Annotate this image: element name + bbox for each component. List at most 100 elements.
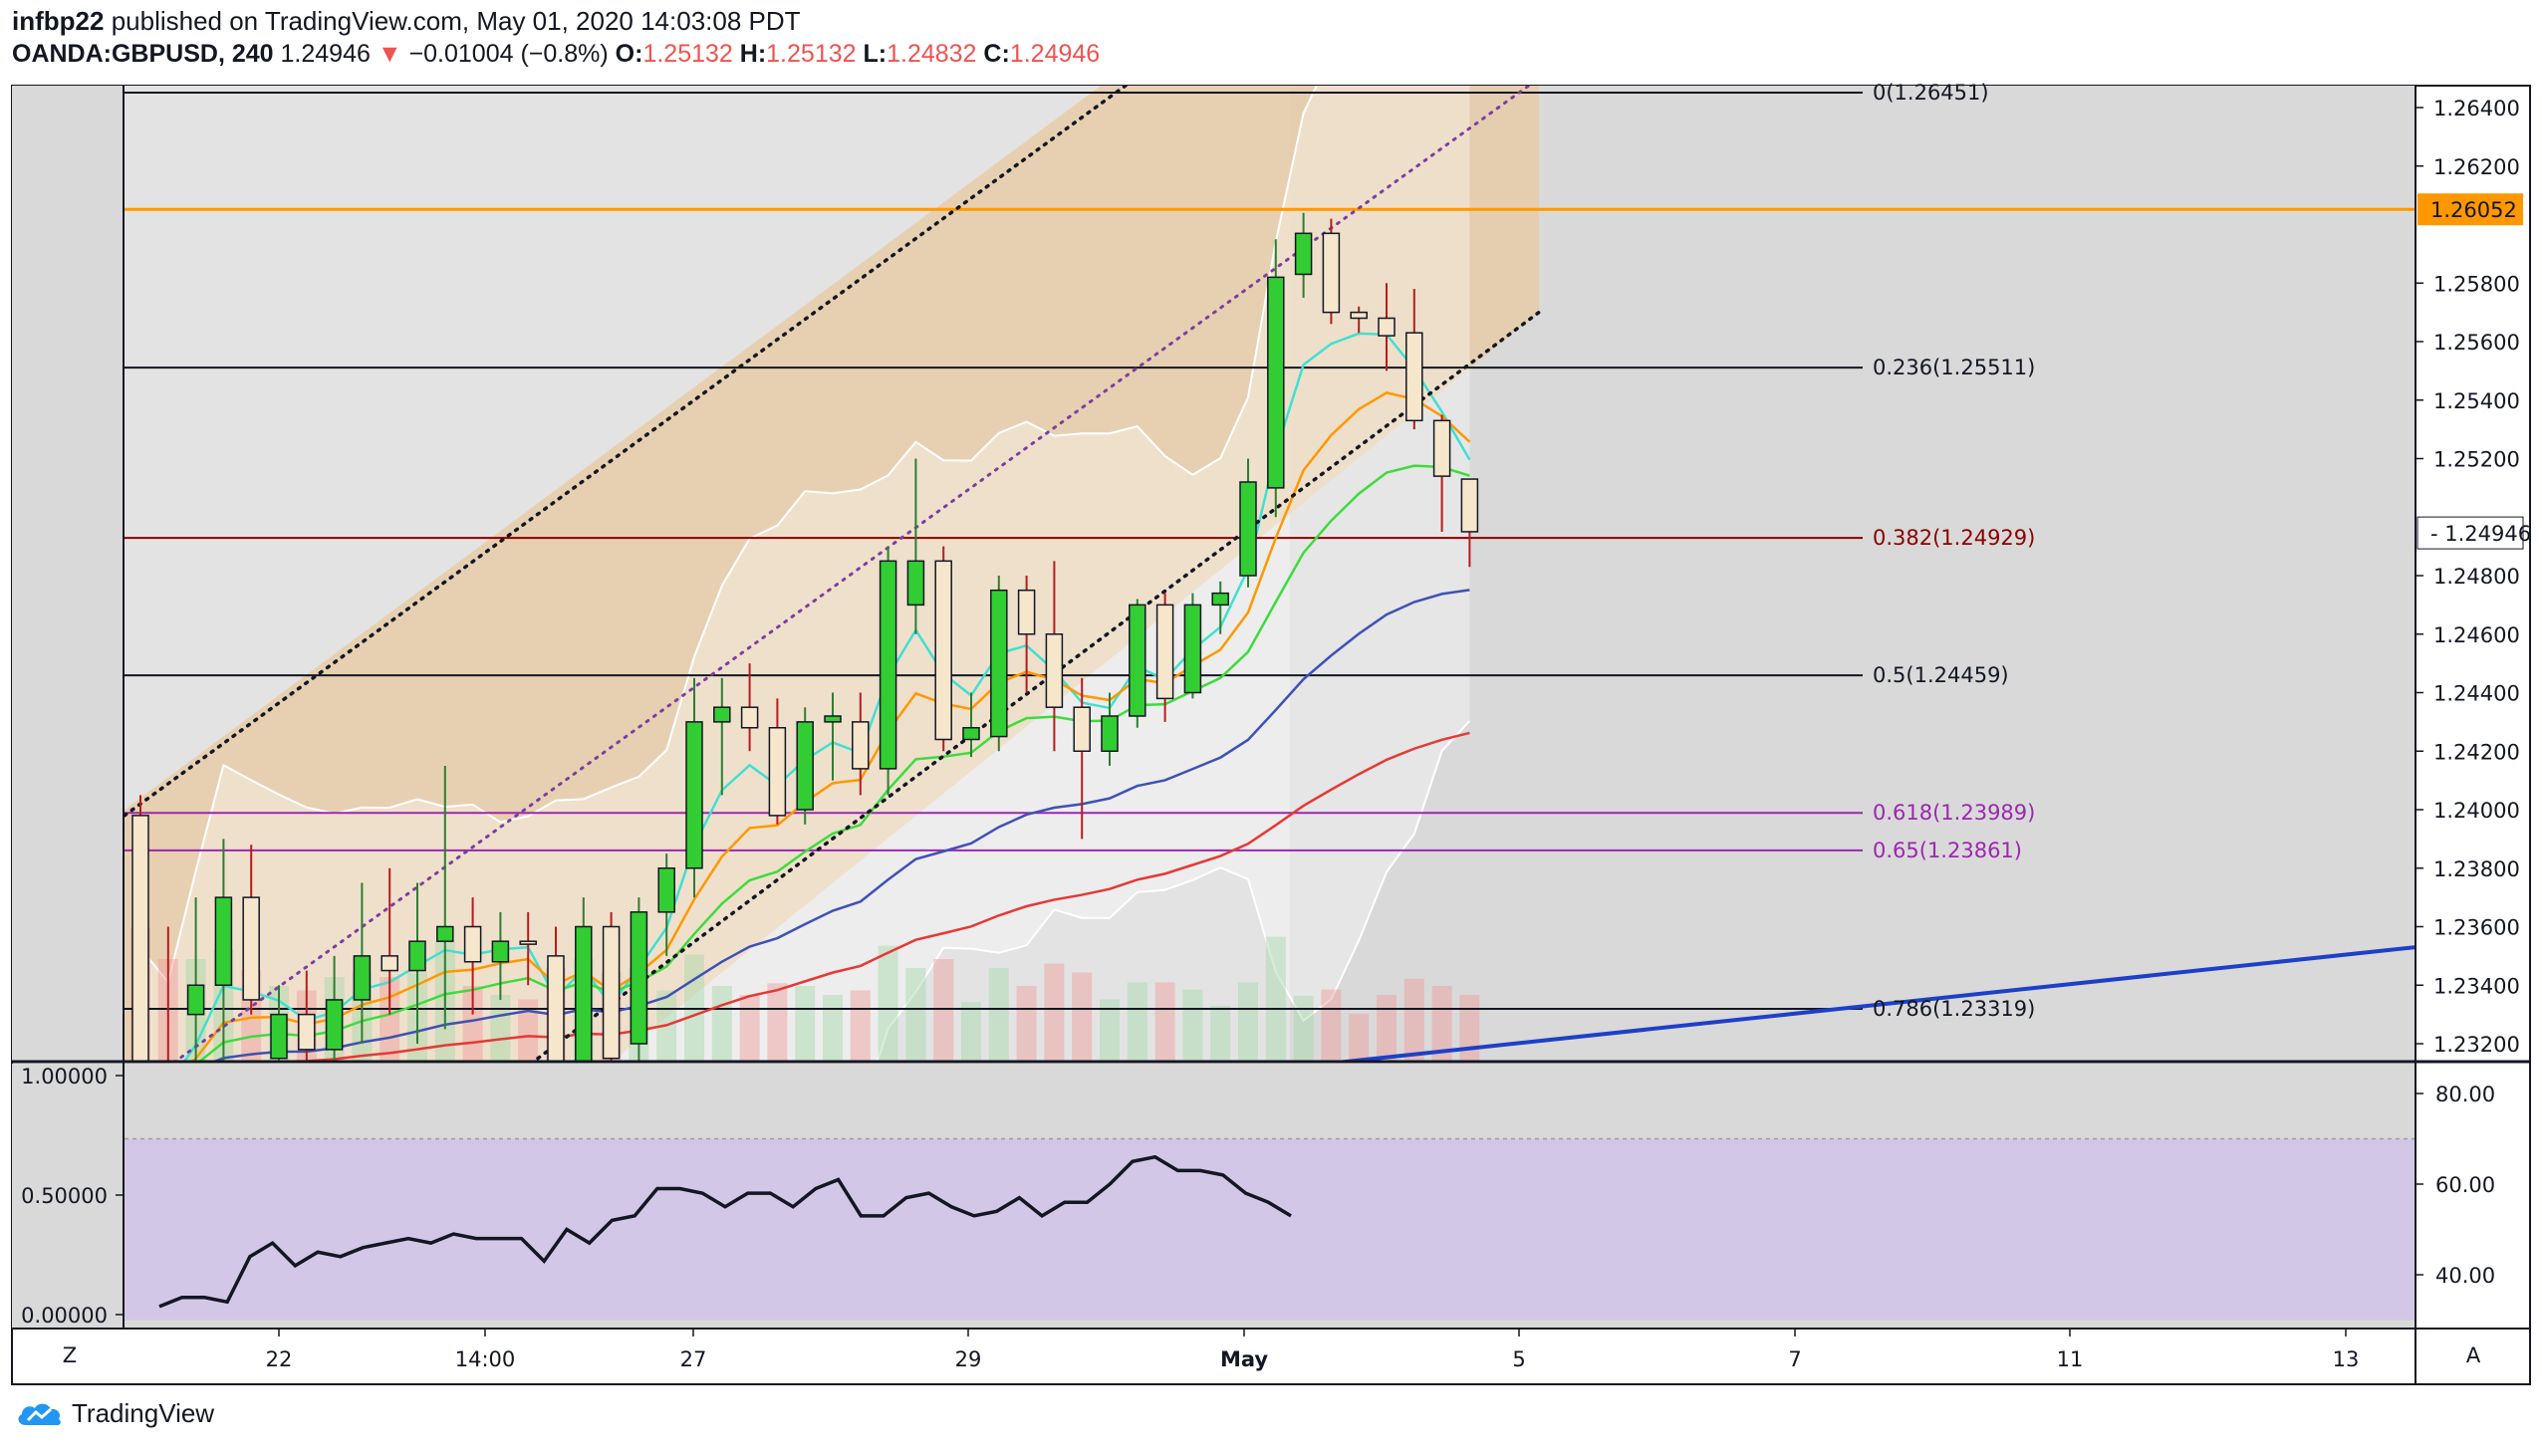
volume-bar: [1127, 982, 1147, 1062]
channel-lower-line[interactable]: [536, 310, 1541, 1061]
rsi-line[interactable]: [158, 1154, 1292, 1309]
candle-body: [242, 896, 260, 1001]
candle[interactable]: [1183, 593, 1202, 699]
candle[interactable]: [685, 677, 703, 898]
candle[interactable]: [1101, 692, 1119, 766]
price-tick-label: 1.25400: [2433, 389, 2520, 413]
candle[interactable]: [1405, 289, 1423, 430]
candle[interactable]: [547, 926, 565, 1102]
price-tick-label: 1.26200: [2433, 155, 2520, 179]
candle[interactable]: [160, 926, 176, 1132]
candle[interactable]: [768, 698, 787, 825]
candle[interactable]: [740, 663, 759, 752]
candle[interactable]: [1460, 478, 1479, 568]
auto-scale-left-button[interactable]: Z: [63, 1343, 77, 1367]
price-tick-label: 1.24800: [2433, 565, 2520, 589]
candle[interactable]: [1267, 239, 1285, 518]
last-price: 1.24946: [280, 40, 371, 68]
candle[interactable]: [1350, 306, 1368, 334]
volume-bar: [1072, 972, 1093, 1062]
blue-trend-line[interactable]: [1295, 945, 2415, 1067]
candle-body: [575, 925, 593, 1062]
candle[interactable]: [214, 839, 233, 1073]
candle[interactable]: [1045, 561, 1064, 752]
candle[interactable]: [436, 765, 454, 1030]
close-label: C:: [983, 40, 1010, 68]
candle[interactable]: [1211, 581, 1229, 634]
fib-level-label: 0.236(1.25511): [1873, 356, 2035, 379]
candle[interactable]: [852, 692, 870, 796]
price-tick-label: 1.24000: [2433, 799, 2520, 823]
channel-upper-line[interactable]: [125, 79, 1136, 818]
volume-bar: [933, 959, 954, 1062]
candle[interactable]: [575, 897, 593, 1102]
candle[interactable]: [381, 867, 398, 1015]
high-label: H:: [739, 40, 767, 68]
candle-body: [630, 911, 648, 1045]
time-tick-label: 14:00: [455, 1347, 516, 1371]
tradingview-cloud-icon: [18, 1403, 61, 1425]
candle[interactable]: [463, 897, 482, 1015]
candle[interactable]: [796, 707, 814, 825]
candle-body: [1432, 419, 1451, 477]
candle[interactable]: [713, 677, 731, 796]
candle[interactable]: [298, 970, 316, 1074]
publish-text: published on TradingView.com, May 01, 20…: [111, 6, 801, 36]
candle[interactable]: [325, 955, 344, 1102]
candle-body: [824, 715, 842, 723]
candle[interactable]: [1432, 414, 1451, 532]
candle-body: [768, 727, 787, 817]
price-tick-label: 1.23800: [2433, 857, 2520, 881]
candle-body: [602, 925, 621, 1060]
high-value: 1.25132: [766, 40, 857, 68]
candle[interactable]: [131, 795, 149, 1101]
candle[interactable]: [1073, 677, 1091, 840]
volume-bar: [518, 999, 539, 1062]
candle[interactable]: [602, 911, 621, 1074]
candle[interactable]: [962, 692, 980, 758]
candle-body: [1460, 478, 1479, 533]
time-tick-label: 5: [1512, 1347, 1525, 1371]
candle[interactable]: [1378, 283, 1396, 371]
fib-level-label: 0.786(1.23319): [1873, 997, 2035, 1021]
candle-body: [214, 896, 233, 986]
auto-scale-right-button[interactable]: A: [2466, 1343, 2481, 1367]
candle[interactable]: [990, 576, 1008, 752]
candle[interactable]: [879, 546, 897, 796]
candle[interactable]: [630, 897, 648, 1073]
volume-bar: [905, 968, 926, 1062]
candle[interactable]: [1129, 599, 1146, 728]
price-chart[interactable]: 0(1.26451) 0.236(1.25511) 0.382(1.24929) 0.…: [0, 0, 2542, 1394]
candle[interactable]: [1322, 218, 1341, 325]
candle[interactable]: [1155, 593, 1174, 722]
price-tick-label: 1.23600: [2433, 916, 2520, 940]
footer-brand[interactable]: TradingView: [14, 1398, 214, 1429]
candle[interactable]: [1239, 458, 1257, 588]
candle[interactable]: [186, 897, 205, 1102]
low-value: 1.24832: [887, 40, 977, 68]
candle[interactable]: [408, 882, 426, 1044]
candle[interactable]: [824, 692, 842, 781]
candle[interactable]: [906, 458, 925, 634]
time-tick-label: 13: [2333, 1347, 2360, 1371]
time-tick-label: 7: [1788, 1347, 1801, 1371]
candle[interactable]: [934, 546, 952, 752]
candle[interactable]: [353, 882, 372, 1044]
author-name[interactable]: infbp22: [12, 6, 105, 36]
candle[interactable]: [270, 985, 288, 1102]
candle-body: [740, 706, 759, 729]
candle[interactable]: [1017, 576, 1036, 693]
candle[interactable]: [519, 911, 537, 986]
brand-name: TradingView: [72, 1398, 215, 1428]
volume-bar: [1016, 986, 1037, 1062]
candle-body: [685, 721, 703, 869]
price-change: −0.01004 (−0.8%): [408, 40, 609, 68]
candle-body: [463, 925, 482, 963]
candle[interactable]: [491, 911, 510, 1000]
volume-bar: [739, 995, 760, 1062]
candle[interactable]: [657, 853, 675, 956]
candle-body: [962, 727, 980, 741]
candle[interactable]: [1294, 212, 1313, 298]
candle[interactable]: [242, 845, 260, 1015]
candle-body: [1294, 232, 1313, 276]
